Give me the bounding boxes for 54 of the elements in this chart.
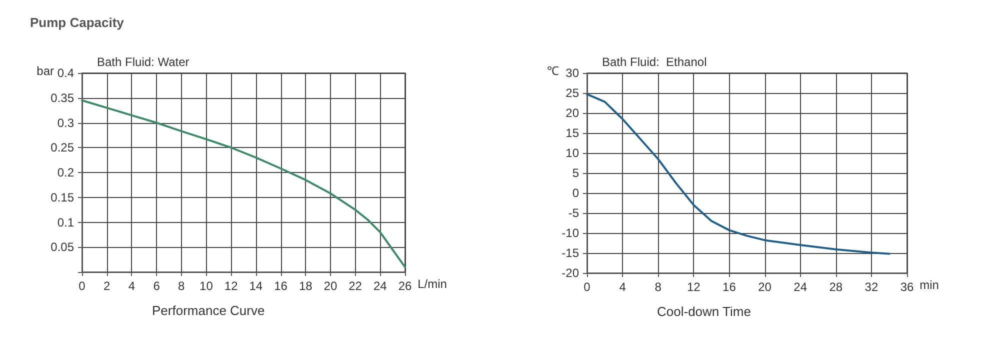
x-tick-label: 32 (864, 280, 878, 294)
x-tick-label: 8 (178, 279, 186, 293)
x-tick-label: 0 (78, 279, 86, 293)
y-tick-label: 15 (566, 126, 580, 140)
x-tick-label: 24 (794, 280, 808, 294)
y-tick-label: 0.4 (57, 66, 74, 80)
x-tick-label: 16 (722, 280, 736, 294)
y-tick-label: 0.3 (57, 116, 74, 130)
x-tick-label: 16 (274, 279, 288, 293)
x-tick-label: 22 (348, 279, 362, 293)
y-tick-label: 0.1 (57, 215, 74, 230)
text: Cool-down Time (657, 304, 751, 319)
x-tick-label: 12 (686, 280, 701, 294)
y-tick-label: -20 (562, 266, 580, 280)
y-tick-label: -10 (562, 226, 580, 240)
y-axis-title: ℃ (547, 64, 559, 78)
x-tick-label: 20 (324, 279, 338, 293)
x-tick-label: 4 (619, 280, 626, 294)
y-tick-label: 0.25 (50, 140, 74, 155)
x-tick-label: 28 (829, 280, 843, 294)
y-tick-label: 0.05 (50, 240, 74, 254)
chart-title: Pump Capacity (30, 15, 125, 30)
y-tick-label: 0.2 (57, 166, 74, 180)
y-tick-label: 30 (566, 66, 580, 80)
x-tick-label: 2 (104, 279, 110, 293)
x-tick-label: 18 (298, 279, 313, 293)
y-tick-label: 0 (572, 186, 580, 200)
x-tick-label: 6 (153, 279, 160, 293)
chart-subtitle: Bath Fluid: Ethanol (602, 55, 707, 69)
chart-subtitle: Bath Fluid: Water (97, 55, 190, 69)
x-tick-label: 8 (654, 280, 662, 294)
x-tick-label: 36 (900, 280, 914, 294)
y-tick-label: 25 (566, 86, 580, 100)
x-tick-label: 4 (128, 279, 136, 293)
x-tick-label: 20 (758, 280, 772, 294)
y-tick-label: -5 (568, 206, 580, 220)
line-series (81, 99, 406, 268)
x-tick-label: 26 (398, 279, 412, 293)
y-tick-label: 0.35 (50, 90, 74, 105)
x-tick-label: 24 (373, 279, 388, 293)
y-tick-label: -15 (562, 246, 580, 260)
x-tick-label: 14 (249, 279, 263, 293)
x-tick-label: 12 (224, 279, 238, 293)
text: Performance Curve (152, 303, 265, 318)
x-axis-title: L/min (418, 277, 447, 291)
x-tick-label: 0 (584, 280, 591, 294)
x-tick-label: 10 (200, 279, 214, 293)
y-tick-label: 10 (566, 146, 580, 160)
y-tick-label: 5 (572, 166, 580, 180)
line-series (586, 93, 890, 255)
y-tick-label: 0.15 (50, 190, 74, 204)
y-tick-label: 20 (566, 106, 580, 120)
y-axis-title: bar (36, 64, 54, 78)
x-axis-title: min (920, 278, 939, 292)
